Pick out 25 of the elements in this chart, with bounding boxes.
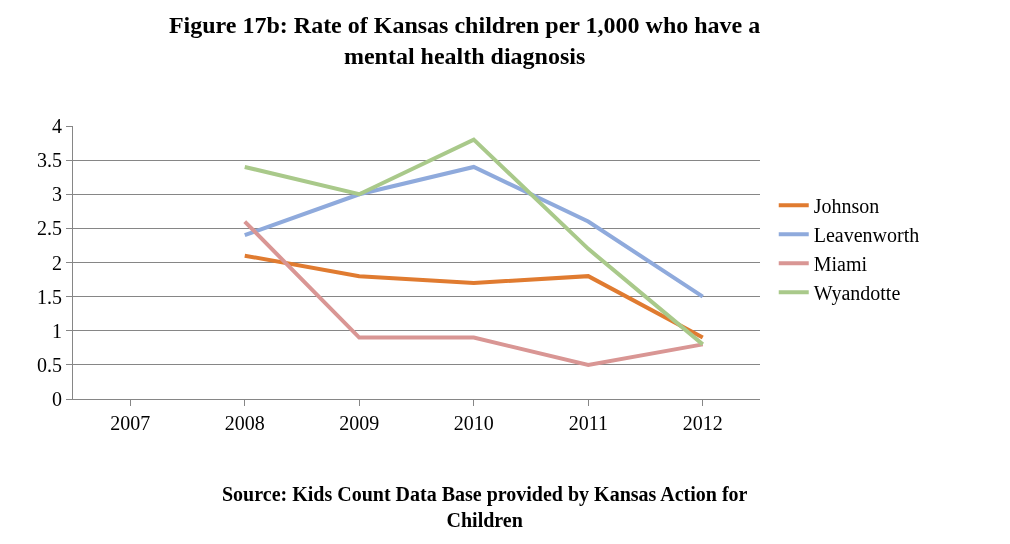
- line-series: [242, 164, 705, 299]
- x-tick-label: 2009: [339, 412, 380, 434]
- y-tick-label: 1.5: [37, 285, 62, 308]
- legend-label: Johnson: [813, 195, 880, 218]
- legend-label: Leavenworth: [813, 224, 920, 247]
- chart-title: Figure 17b: Rate of Kansas children per 1,000 who have a mental health diagnosis: [168, 11, 761, 69]
- line-series: [242, 253, 705, 340]
- source-note: Source: Kids Count Data Base provided by Kansas Action for Children: [222, 483, 748, 531]
- y-tick-label: 4: [52, 115, 62, 137]
- x-tick-label: 2007: [110, 412, 151, 434]
- y-tick-label: 1: [52, 319, 62, 342]
- line-series: [242, 137, 705, 347]
- y-tick-label: 0: [52, 388, 62, 410]
- x-tick-label: 2012: [682, 412, 723, 434]
- y-tick-label: 2.5: [37, 217, 62, 240]
- y-tick-label: 3: [52, 183, 62, 206]
- x-tick-label: 2011: [568, 412, 608, 434]
- x-tick-label: 2010: [453, 412, 494, 434]
- line-series: [242, 219, 705, 367]
- legend-label: Wyandotte: [813, 282, 901, 306]
- y-tick-label: 0.5: [37, 353, 62, 376]
- legend-label: Miami: [813, 253, 868, 276]
- y-tick-label: 2: [52, 251, 62, 274]
- x-tick-label: 2008: [224, 412, 265, 434]
- y-tick-label: 3.5: [37, 149, 62, 172]
